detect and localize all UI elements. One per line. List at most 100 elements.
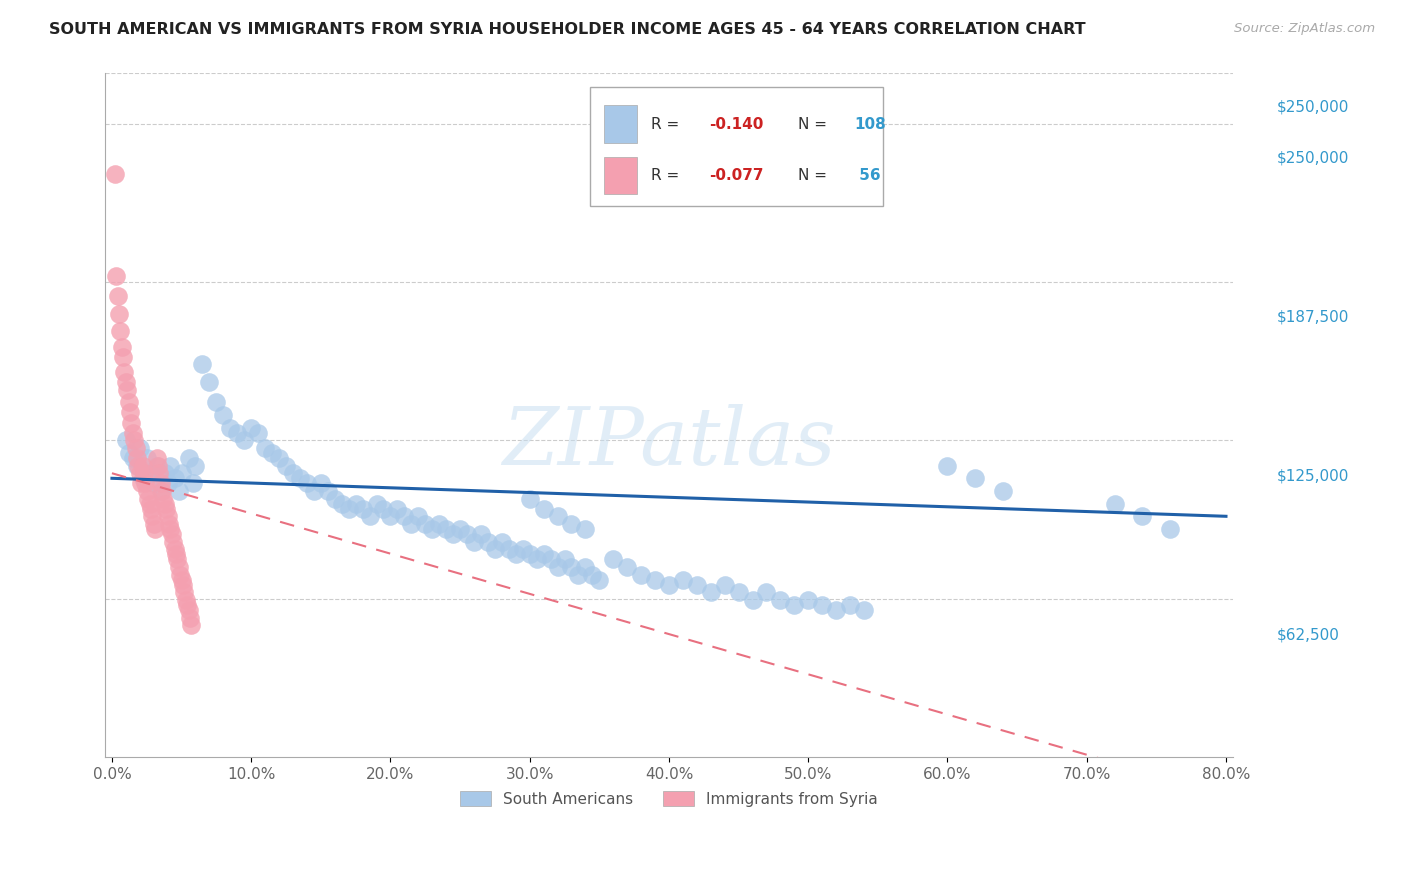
Point	[387, 501, 409, 516]
Point	[281, 467, 304, 481]
Point	[138, 497, 160, 511]
Point	[839, 598, 862, 612]
Point	[567, 567, 589, 582]
Point	[498, 542, 520, 557]
Point	[174, 593, 197, 607]
Text: ZIPatlas: ZIPatlas	[502, 403, 835, 481]
Point	[118, 395, 141, 409]
Point	[1159, 522, 1181, 536]
Point	[107, 289, 129, 303]
Point	[153, 497, 176, 511]
Point	[111, 340, 134, 354]
Point	[142, 516, 165, 531]
Point	[177, 603, 200, 617]
Point	[212, 408, 235, 422]
Point	[141, 509, 163, 524]
Point	[366, 497, 388, 511]
Point	[491, 534, 513, 549]
Point	[965, 471, 987, 485]
Point	[191, 357, 214, 371]
Text: $250,000: $250,000	[1277, 151, 1348, 165]
Point	[554, 552, 576, 566]
Point	[177, 450, 200, 465]
Point	[160, 527, 183, 541]
Point	[170, 573, 193, 587]
Point	[156, 476, 179, 491]
Point	[408, 509, 430, 524]
Text: $250,000: $250,000	[1277, 100, 1348, 114]
Point	[427, 516, 450, 531]
Point	[108, 307, 131, 321]
Point	[159, 522, 181, 536]
Point	[124, 441, 146, 455]
Point	[181, 476, 204, 491]
Point	[145, 458, 167, 473]
Point	[274, 458, 297, 473]
Point	[172, 577, 194, 591]
Point	[162, 534, 184, 549]
Point	[658, 577, 681, 591]
Point	[727, 585, 749, 599]
Point	[413, 516, 436, 531]
Text: 108: 108	[853, 117, 886, 132]
Text: $125,000: $125,000	[1277, 468, 1348, 483]
Point	[167, 483, 190, 498]
Point	[797, 593, 820, 607]
Point	[180, 618, 202, 632]
Point	[560, 560, 582, 574]
Point	[456, 527, 478, 541]
Point	[115, 434, 138, 448]
Text: R =: R =	[651, 168, 685, 183]
Point	[512, 542, 534, 557]
Point	[547, 560, 569, 574]
Text: $62,500: $62,500	[1277, 627, 1340, 642]
Point	[1104, 497, 1126, 511]
Point	[198, 375, 221, 389]
Point	[122, 434, 145, 448]
Point	[105, 268, 128, 283]
Point	[316, 483, 339, 498]
Point	[337, 501, 360, 516]
Point	[163, 542, 186, 557]
Point	[344, 497, 367, 511]
Point	[118, 446, 141, 460]
Point	[142, 476, 165, 491]
Point	[179, 610, 201, 624]
Point	[401, 516, 423, 531]
Point	[434, 522, 457, 536]
Point	[115, 375, 138, 389]
Text: -0.077: -0.077	[710, 168, 763, 183]
Point	[602, 552, 624, 566]
Point	[145, 450, 167, 465]
Point	[441, 527, 464, 541]
Point	[936, 458, 959, 473]
Point	[540, 552, 562, 566]
Point	[470, 527, 492, 541]
Point	[121, 450, 143, 465]
Point	[811, 598, 834, 612]
Point	[533, 501, 555, 516]
Point	[129, 476, 152, 491]
Point	[163, 471, 186, 485]
Point	[267, 450, 290, 465]
FancyBboxPatch shape	[603, 157, 637, 194]
Text: Source: ZipAtlas.com: Source: ZipAtlas.com	[1234, 22, 1375, 36]
Point	[588, 573, 610, 587]
Point	[547, 509, 569, 524]
Point	[112, 350, 135, 364]
Point	[150, 483, 173, 498]
Text: SOUTH AMERICAN VS IMMIGRANTS FROM SYRIA HOUSEHOLDER INCOME AGES 45 - 64 YEARS CO: SOUTH AMERICAN VS IMMIGRANTS FROM SYRIA …	[49, 22, 1085, 37]
Point	[560, 516, 582, 531]
Text: R =: R =	[651, 117, 685, 132]
Point	[169, 567, 191, 582]
Point	[526, 552, 548, 566]
Point	[166, 552, 188, 566]
Text: -0.140: -0.140	[710, 117, 763, 132]
Point	[226, 425, 249, 440]
Point	[117, 383, 139, 397]
Point	[139, 467, 162, 481]
Point	[519, 491, 541, 506]
Point	[219, 420, 242, 434]
Point	[254, 441, 277, 455]
Point	[686, 577, 709, 591]
